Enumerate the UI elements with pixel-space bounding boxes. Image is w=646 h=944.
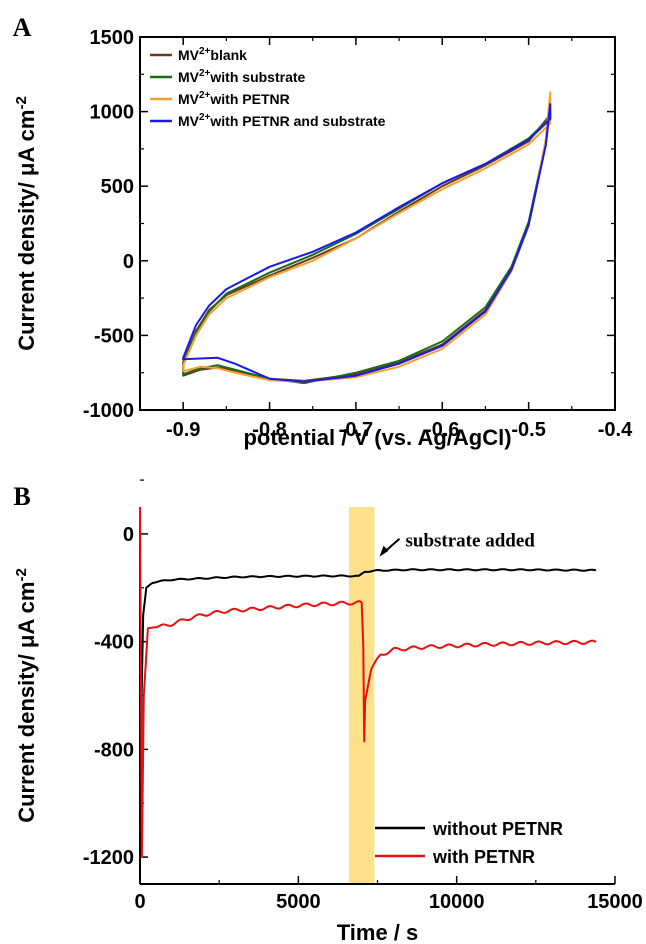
x-tick-label-a: -0.9 [166, 419, 200, 441]
legend-entry-a-3: MV2+with PETNR and substrate [178, 112, 386, 129]
series-line-a-3 [182, 103, 552, 383]
annotation-text: substrate added [406, 531, 536, 552]
panel-label-a: A [13, 13, 32, 42]
x-tick-label-b: 10000 [429, 891, 485, 913]
legend-entry-b-1: with PETNR [432, 847, 535, 867]
legend-sup: 2+ [199, 90, 211, 101]
legend-entry-a-0: MV2+blank [178, 46, 247, 63]
series-line-b-1 [139, 506, 597, 859]
legend-base: MV [178, 113, 200, 129]
annotation-arrowhead [379, 545, 389, 557]
y-axis-title-b: Current density/ μA cm-2 [13, 568, 39, 823]
series-line-a-1 [182, 107, 552, 385]
x-tick-label-b: 5000 [276, 891, 321, 913]
series-line-b-0 [139, 568, 597, 858]
y-tick-label-b: -1200 [83, 847, 134, 869]
series-line-a-0 [182, 103, 552, 382]
x-tick-label-a: -0.4 [598, 419, 633, 441]
x-tick-label-b: 15000 [587, 891, 643, 913]
highlight-band [349, 507, 375, 884]
panel-b: B 0 5000 10000 15000 -1200 -800 -400 0 Time / s Cu… [13, 479, 643, 944]
panel-label-b: B [13, 482, 30, 511]
legend-entry-a-1: MV2+with substrate [178, 68, 306, 85]
y-tick-label-b: -800 [94, 739, 134, 761]
legend-rest: with PETNR [209, 91, 289, 107]
legend-sup: 2+ [199, 46, 211, 57]
legend-sup: 2+ [199, 68, 211, 79]
y-axis-title-b-main: Current density/ μA cm [14, 582, 39, 823]
legend-entry-a-2: MV2+with PETNR [178, 90, 290, 107]
legend-rest: with PETNR and substrate [209, 113, 385, 129]
y-tick-label-a: 1500 [90, 27, 135, 49]
x-tick-label-a: -0.8 [252, 419, 286, 441]
legend-base: MV [178, 69, 200, 85]
x-tick-label-a: -0.6 [425, 419, 459, 441]
x-tick-label-b: 0 [134, 891, 145, 913]
legend-entry-b-0: without PETNR [432, 819, 563, 839]
y-tick-label-a: 0 [123, 251, 134, 273]
y-tick-label-b: -400 [94, 632, 134, 654]
y-tick-label-b: 0 [123, 524, 134, 546]
legend-rest: with substrate [209, 69, 305, 85]
y-axis-title-b-exponent: -2 [13, 568, 30, 581]
y-tick-label-a: 500 [101, 176, 134, 198]
legend-base: MV [178, 47, 200, 63]
x-axis-title-b: Time / s [337, 920, 419, 944]
y-axis-title-a: Current density/ μA cm-2 [13, 96, 39, 351]
y-tick-label-a: -1000 [83, 400, 134, 422]
panel-a: A -0.9 -0.8 -0.7 -0.6 -0.5 -0.4 -1000 -500 0 500 10… [13, 13, 633, 450]
series-line-a-2 [182, 91, 552, 383]
y-axis-title-a-main: Current density/ μA cm [14, 110, 39, 351]
legend-rest: blank [210, 47, 247, 63]
x-axis-title-a: potential / V (vs. Ag/AgCl) [243, 425, 511, 450]
x-tick-label-a: -0.7 [339, 419, 373, 441]
y-axis-title-a-exponent: -2 [13, 96, 30, 109]
legend-base: MV [178, 91, 200, 107]
y-tick-label-a: -500 [94, 325, 134, 347]
y-axis-title-a-group: Current density/ μA cm-2 [13, 96, 39, 351]
x-tick-label-a: -0.5 [511, 419, 545, 441]
y-tick-label-a: 1000 [90, 102, 135, 124]
legend-sup: 2+ [199, 112, 211, 123]
y-axis-title-b-group: Current density/ μA cm-2 [13, 568, 39, 823]
